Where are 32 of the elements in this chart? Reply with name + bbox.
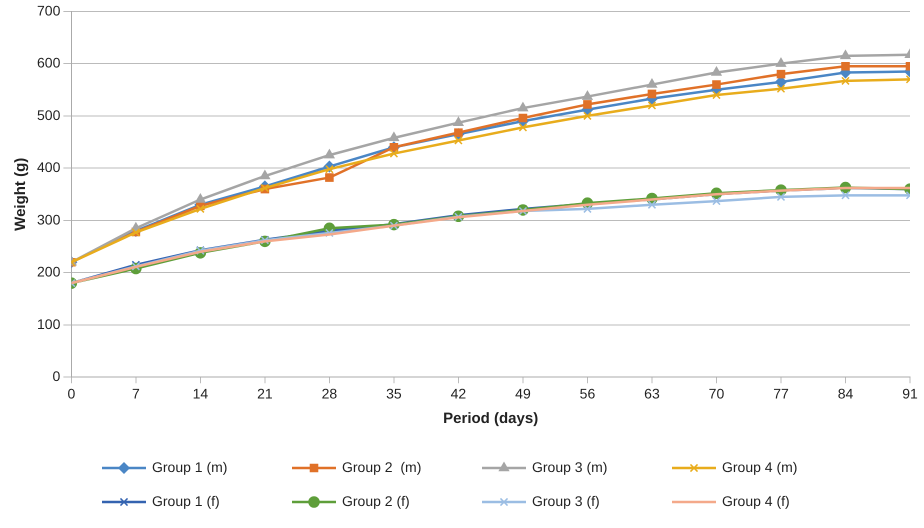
x-tick-label: 77 bbox=[773, 385, 789, 402]
y-axis-title: Weight (g) bbox=[12, 158, 30, 231]
y-tick-label: 300 bbox=[37, 211, 61, 228]
y-tick-label: 500 bbox=[37, 106, 61, 123]
x-tick-label: 28 bbox=[322, 385, 338, 402]
x-tick-label: 42 bbox=[450, 385, 466, 402]
legend-label: Group 3 (m) bbox=[532, 458, 608, 475]
legend-label: Group 1 (f) bbox=[152, 492, 220, 509]
legend-label: Group 1 (m) bbox=[152, 458, 228, 475]
x-tick-label: 21 bbox=[257, 385, 273, 402]
y-tick-label: 100 bbox=[37, 316, 61, 332]
legend-label: Group 3 (f) bbox=[532, 492, 600, 509]
x-tick-label: 91 bbox=[902, 385, 918, 402]
y-tick-label: 200 bbox=[37, 264, 61, 280]
x-tick-label: 56 bbox=[580, 385, 596, 402]
x-tick-label: 7 bbox=[132, 385, 140, 402]
x-tick-label: 0 bbox=[67, 385, 76, 402]
y-tick-label: 700 bbox=[37, 2, 61, 18]
x-tick-label: 84 bbox=[838, 385, 854, 402]
x-tick-label: 14 bbox=[192, 385, 208, 402]
x-tick-label: 63 bbox=[644, 385, 660, 402]
x-tick-label: 70 bbox=[708, 385, 724, 402]
x-tick-label: 35 bbox=[386, 385, 402, 402]
x-axis-title: Period (days) bbox=[443, 410, 538, 428]
legend-label: Group 4 (f) bbox=[722, 492, 790, 509]
legend-label: Group 2 (f) bbox=[342, 492, 410, 509]
legend-label: Group 2 (m) bbox=[342, 458, 422, 475]
y-tick-label: 0 bbox=[52, 368, 61, 384]
y-tick-label: 600 bbox=[37, 54, 61, 71]
x-tick-label: 49 bbox=[515, 385, 531, 402]
y-tick-label: 400 bbox=[37, 159, 61, 176]
legend-label: Group 4 (m) bbox=[722, 458, 798, 475]
